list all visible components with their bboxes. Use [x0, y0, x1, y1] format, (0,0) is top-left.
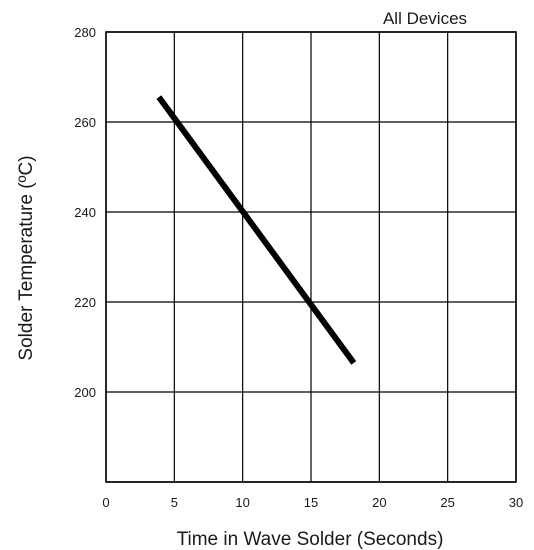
x-tick-label: 5: [171, 495, 178, 510]
x-tick-labels: 0 5 10 15 20 25 30: [102, 495, 523, 510]
series-layer: [156, 95, 357, 365]
y-tick-label: 280: [74, 25, 96, 40]
y-tick-labels: 280 260 240 220 200: [74, 25, 96, 400]
chart-annotation: All Devices: [383, 9, 467, 28]
y-axis-label: Solder Temperature (ºC): [16, 155, 37, 360]
y-tick-label: 200: [74, 385, 96, 400]
series-line: [156, 95, 357, 365]
x-tick-label: 20: [372, 495, 386, 510]
y-tick-label: 260: [74, 115, 96, 130]
x-tick-label: 30: [509, 495, 523, 510]
x-tick-label: 10: [235, 495, 249, 510]
grid: [105, 31, 517, 483]
plot-frame: [105, 31, 517, 483]
x-axis-label: Time in Wave Solder (Seconds): [177, 529, 444, 550]
x-tick-label: 0: [102, 495, 109, 510]
y-tick-label: 240: [74, 205, 96, 220]
x-tick-label: 25: [440, 495, 454, 510]
x-tick-label: 15: [304, 495, 318, 510]
y-tick-label: 220: [74, 295, 96, 310]
